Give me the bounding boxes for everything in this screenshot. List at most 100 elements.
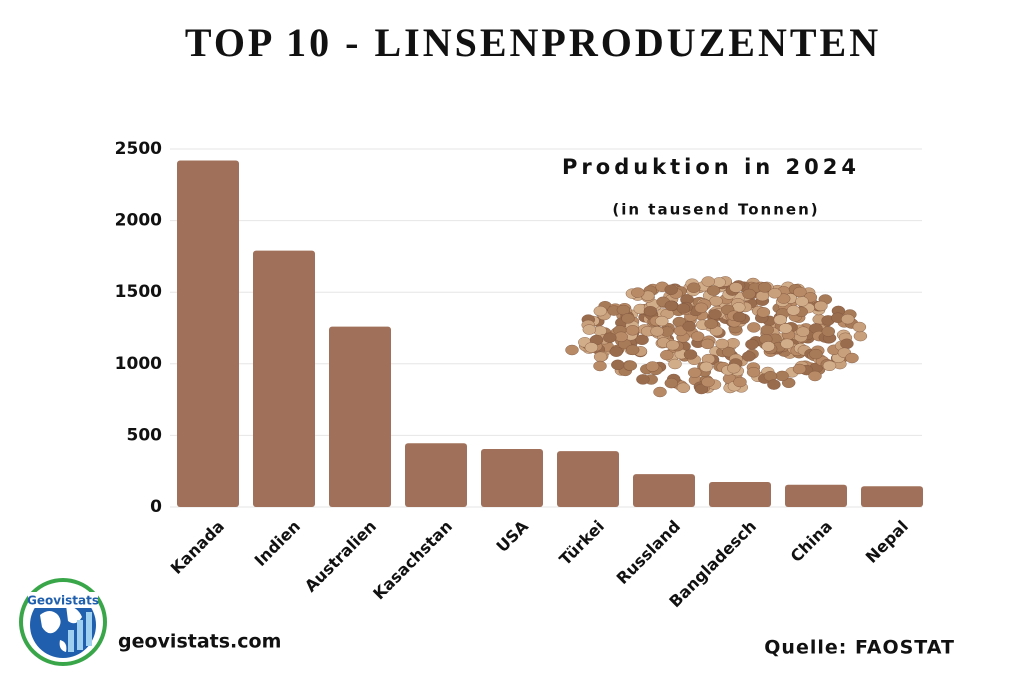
lentil	[779, 323, 793, 334]
lentil	[821, 326, 835, 337]
logo-land	[40, 605, 82, 652]
lentil	[694, 302, 708, 313]
lentil	[683, 349, 698, 360]
lentil	[845, 352, 859, 364]
lentil	[565, 344, 579, 356]
lentil	[666, 340, 680, 351]
lentil	[755, 290, 770, 302]
lentil	[631, 287, 645, 298]
lentil	[584, 342, 599, 353]
lentil	[682, 321, 696, 332]
lentil	[668, 358, 682, 370]
bar	[177, 160, 239, 507]
bar	[709, 481, 771, 507]
lentil	[822, 360, 837, 371]
lentil	[727, 363, 741, 374]
lentil	[746, 367, 761, 378]
lentil	[732, 311, 747, 323]
lentil	[664, 377, 678, 389]
lentil	[593, 305, 607, 317]
lentil	[758, 282, 772, 293]
lentil	[701, 276, 715, 287]
lentil	[729, 282, 743, 293]
lentil	[700, 338, 715, 350]
lentil	[742, 288, 756, 300]
x-tick-label: Kasachstan	[369, 517, 456, 604]
lentil	[635, 334, 649, 345]
x-tick-label: Indien	[251, 517, 304, 570]
lentil	[593, 360, 607, 372]
lentil	[756, 307, 771, 318]
x-tick-label: Australien	[301, 517, 380, 596]
lentil	[793, 286, 807, 298]
lentil	[660, 349, 674, 361]
lentil	[792, 363, 807, 375]
lentil	[715, 338, 729, 350]
lentil	[742, 351, 756, 362]
lentil	[761, 341, 775, 352]
lentil	[708, 309, 722, 320]
lentil	[614, 331, 628, 342]
lentil	[706, 285, 721, 296]
bar	[861, 486, 923, 507]
logo-bar	[68, 630, 74, 652]
bar	[481, 449, 543, 507]
lentil	[603, 332, 617, 343]
lentil	[722, 346, 736, 358]
y-tick-label: 2500	[115, 139, 162, 159]
lentil	[814, 300, 828, 312]
x-tick-label: Kanada	[167, 517, 228, 578]
lentil	[623, 360, 637, 371]
lentil	[768, 288, 782, 299]
lentil	[664, 300, 678, 311]
lentil	[795, 296, 809, 307]
x-tick-label: Türkei	[556, 517, 608, 569]
lentil	[709, 295, 723, 307]
lentil-pile	[565, 276, 868, 398]
lentil	[767, 379, 781, 390]
lentil	[808, 370, 822, 382]
logo: Geovistats	[19, 578, 107, 666]
lentil	[650, 326, 664, 337]
lentil	[664, 284, 678, 295]
bar	[329, 326, 391, 507]
lentil	[593, 351, 608, 362]
lentil	[643, 306, 658, 317]
x-tick-label: Russland	[613, 517, 684, 588]
lentil	[747, 322, 761, 333]
bar	[557, 451, 619, 507]
lentil	[676, 303, 691, 314]
lentil	[809, 348, 823, 360]
lentil	[611, 359, 625, 370]
chart-subtitle: Produktion in 2024	[562, 155, 860, 179]
y-tick-label: 1500	[115, 282, 162, 302]
logo-bar	[86, 612, 92, 646]
logo-banner	[28, 592, 98, 608]
y-tick-label: 2000	[115, 211, 162, 231]
lentil	[625, 325, 640, 336]
y-tick-label: 1000	[115, 354, 162, 374]
lentil	[645, 361, 660, 372]
lentil	[853, 330, 868, 342]
logo-bar	[77, 620, 83, 650]
lentil	[609, 346, 623, 357]
lentil	[704, 318, 718, 329]
lentil	[745, 339, 759, 350]
chart-title: TOP 10 - LINSENPRODUZENTEN	[185, 20, 881, 65]
lentil	[841, 313, 855, 325]
x-tick-label: USA	[492, 516, 532, 556]
x-tick-label: China	[787, 517, 836, 566]
bar	[253, 250, 315, 507]
lentil	[852, 321, 867, 333]
lentil	[780, 338, 794, 349]
lentil	[655, 315, 669, 327]
lentil	[775, 370, 789, 382]
y-tick-label: 0	[150, 497, 162, 517]
bar	[633, 474, 695, 507]
bar	[405, 443, 467, 507]
website: geovistats.com	[118, 631, 281, 653]
lentil	[796, 326, 810, 337]
lentil	[653, 386, 667, 398]
lentil	[760, 324, 774, 336]
